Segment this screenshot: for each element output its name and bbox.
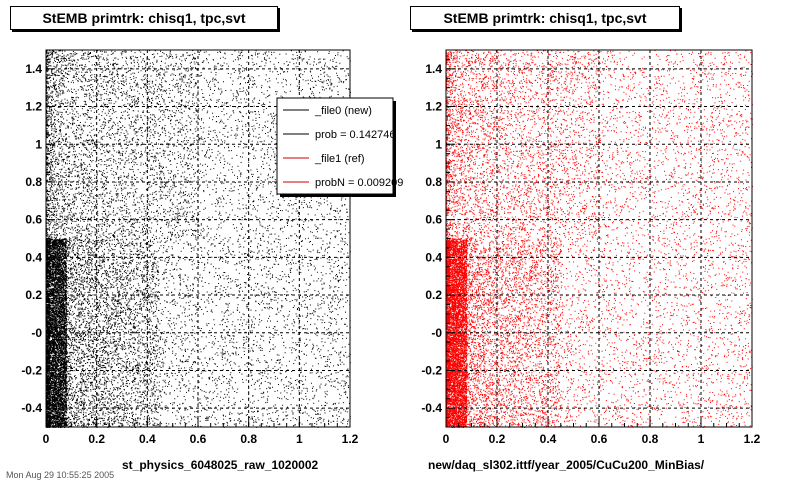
x-tick-label: 0.6: [190, 432, 207, 446]
y-tick-label: 1: [435, 137, 442, 151]
y-tick-label: -0: [31, 326, 42, 340]
y-tick-label: 0.6: [425, 213, 442, 227]
x-tick-label: 0.8: [642, 432, 659, 446]
y-tick-label: -0: [431, 326, 442, 340]
axes: 0 0.2 0.4 0.6 0.8 1 1.2 -0.4 -0.2 -0 0.2 0.4 0.6 0.8 1…: [421, 49, 761, 446]
y-tick-label: 0.2: [425, 288, 442, 302]
y-tick-label: 0.8: [25, 175, 42, 189]
scatter-points: [46, 50, 351, 428]
legend-label: probN = 0.009209: [315, 177, 403, 189]
plot-0: 0 0.2 0.4 0.6 0.8 1 1.2 -0.4 -0.2 -0 0.2 0.4 0.6 0.8 1…: [21, 49, 403, 446]
y-tick-label: 0.2: [25, 288, 42, 302]
y-tick-label: -0.2: [21, 363, 42, 377]
x-tick-label: 0.6: [591, 432, 608, 446]
x-tick-label: 0.4: [540, 432, 557, 446]
grid: [446, 50, 752, 427]
legend-label: _file0 (new): [314, 105, 372, 117]
x-tick-label: 0.2: [88, 432, 105, 446]
y-tick-label: 1.2: [25, 100, 42, 114]
legend-label: _file1 (ref): [314, 153, 365, 165]
left-x-axis-label: st_physics_6048025_raw_1020002: [122, 458, 319, 472]
x-tick-label: 0: [443, 432, 450, 446]
x-tick-label: 1: [296, 432, 303, 446]
y-tick-label: 0.4: [425, 250, 442, 264]
scatter-series: [46, 50, 351, 428]
right-plot-title: StEMB primtrk: chisq1, tpc,svt: [410, 6, 680, 30]
timestamp: Mon Aug 29 10:55:25 2005: [6, 470, 115, 480]
y-tick-label: 1: [35, 137, 42, 151]
x-tick-label: 0.2: [489, 432, 506, 446]
y-tick-label: -0.4: [21, 401, 42, 415]
left-plot-title: StEMB primtrk: chisq1, tpc,svt: [10, 6, 278, 30]
legend-box: [276, 97, 394, 195]
y-tick-label: 1.4: [25, 62, 42, 76]
y-tick-label: 0.4: [25, 250, 42, 264]
legend: _file0 (new) prob = 0.142746 _file1 (ref) p…: [276, 97, 403, 197]
x-tick-label: 0.8: [240, 432, 257, 446]
plot-1: 0 0.2 0.4 0.6 0.8 1 1.2 -0.4 -0.2 -0 0.2 0.4 0.6 0.8 1…: [421, 49, 761, 446]
y-tick-label: 1.4: [425, 62, 442, 76]
legend-label: prob = 0.142746: [315, 129, 395, 141]
y-tick-label: -0.2: [421, 363, 442, 377]
x-tick-label: 0.4: [139, 432, 156, 446]
x-tick-label: 1.2: [342, 432, 359, 446]
x-tick-label: 1: [698, 432, 705, 446]
x-tick-label: 1.2: [744, 432, 761, 446]
y-tick-label: 1.2: [425, 100, 442, 114]
y-tick-label: 0.8: [425, 175, 442, 189]
axes: 0 0.2 0.4 0.6 0.8 1 1.2 -0.4 -0.2 -0 0.2 0.4 0.6 0.8 1…: [21, 49, 359, 446]
y-tick-label: 0.6: [25, 213, 42, 227]
right-x-axis-label: new/daq_sl302.ittf/year_2005/CuCu200_Min…: [428, 458, 705, 472]
y-tick-label: -0.4: [421, 401, 442, 415]
x-tick-label: 0: [43, 432, 50, 446]
